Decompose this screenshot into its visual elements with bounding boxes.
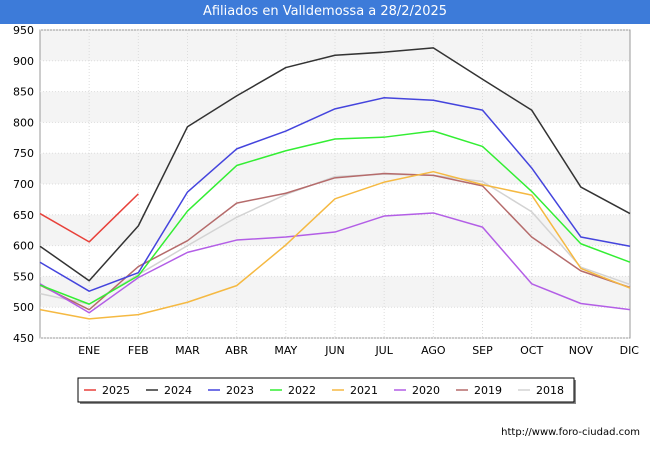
legend-label-2023: 2023 [226, 384, 254, 397]
y-tick-label: 550 [13, 270, 34, 283]
series-line-2021 [39, 170, 631, 320]
series-line-2019 [39, 172, 631, 311]
y-tick-label: 600 [13, 240, 34, 253]
y-tick-label: 750 [13, 147, 34, 160]
x-tick-label: SEP [472, 344, 493, 357]
x-tick-label: MAR [175, 344, 200, 357]
y-tick-label: 450 [13, 332, 34, 345]
y-tick-label: 850 [13, 86, 34, 99]
legend-box [77, 377, 575, 403]
source-link[interactable]: http://www.foro-ciudad.com [501, 427, 640, 438]
y-tick-label: 650 [13, 209, 34, 222]
legend-label-2024: 2024 [164, 384, 192, 397]
x-tick-label: ABR [225, 344, 248, 357]
series-line-2024 [39, 47, 631, 282]
legend-label-2025: 2025 [102, 384, 130, 397]
y-tick-label: 800 [13, 116, 34, 129]
legend-label-2018: 2018 [536, 384, 564, 397]
legend-label-2019: 2019 [474, 384, 502, 397]
chart-title: Afiliados en Valldemossa a 28/2/2025 [0, 0, 650, 24]
x-tick-label: DIC [620, 344, 640, 357]
y-tick-label: 500 [13, 301, 34, 314]
series-line-2023 [39, 97, 631, 292]
series-lines [39, 47, 631, 320]
series-line-2022 [39, 130, 631, 305]
series-line-2020 [39, 212, 631, 314]
y-axis-labels: 450 500 550 600 650 700 750 800 850 900 950 [13, 24, 34, 345]
y-tick-label: 700 [13, 178, 34, 191]
x-axis-labels: ENE FEB MAR ABR MAY JUN JUL AGO SEP OCT NOV DIC [78, 344, 639, 357]
x-tick-label: OCT [520, 344, 543, 357]
x-tick-label: AGO [421, 344, 446, 357]
y-tick-label: 900 [13, 55, 34, 68]
x-tick-label: NOV [569, 344, 594, 357]
legend: 2025 2024 2023 2022 2021 2020 2019 2018 [77, 377, 576, 404]
x-tick-label: ENE [78, 344, 100, 357]
y-tick-label: 950 [13, 24, 34, 37]
series-line-2025 [39, 193, 139, 243]
legend-label-2021: 2021 [350, 384, 378, 397]
x-tick-label: MAY [274, 344, 297, 357]
x-tick-label: JUL [374, 344, 393, 357]
x-tick-label: FEB [128, 344, 149, 357]
legend-label-2022: 2022 [288, 384, 316, 397]
x-tick-label: JUN [324, 344, 345, 357]
legend-label-2020: 2020 [412, 384, 440, 397]
